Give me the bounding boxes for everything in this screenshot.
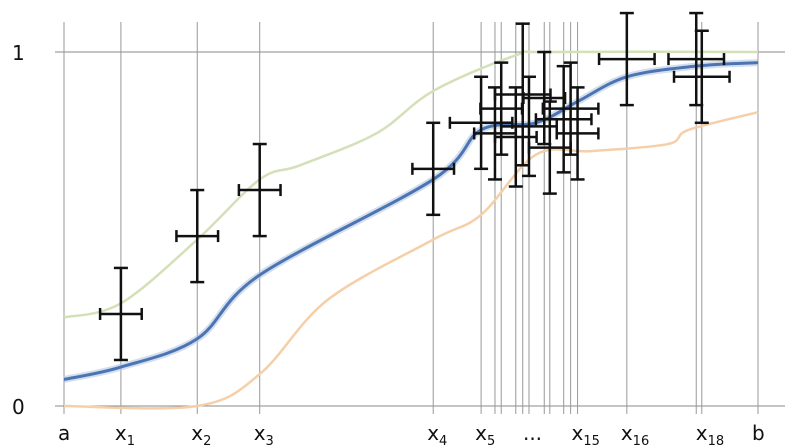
lower-band-curve	[63, 110, 759, 410]
mean-curve-glow	[63, 59, 759, 383]
error-cross	[237, 142, 282, 238]
x-tick-label: b	[752, 421, 765, 445]
x-tick-label: ...	[523, 421, 542, 445]
y-label-1: 1	[12, 41, 25, 65]
error-cross	[175, 188, 220, 284]
error-cross	[672, 29, 731, 125]
x-tick-label: x16	[621, 421, 649, 448]
x-tick-label: x1	[115, 421, 135, 448]
error-cross	[98, 266, 143, 362]
x-tick-label: x2	[191, 421, 211, 448]
x-tick-label: a	[58, 421, 70, 445]
x-tick-label: x15	[572, 421, 600, 448]
x-tick-label: x4	[427, 421, 447, 448]
error-cross	[667, 11, 726, 107]
error-cross	[541, 61, 600, 156]
x-tick-label: x18	[696, 421, 724, 448]
error-cross	[597, 11, 656, 107]
error-cross	[522, 50, 567, 146]
x-tick-label: x3	[254, 421, 274, 448]
error-cross	[499, 75, 558, 178]
mean-curve	[63, 61, 759, 381]
upper-band-curve	[63, 50, 759, 319]
error-cross	[411, 121, 456, 217]
error-cross	[555, 86, 600, 181]
y-label-0: 0	[12, 395, 25, 419]
x-tick-label: x5	[475, 421, 495, 448]
